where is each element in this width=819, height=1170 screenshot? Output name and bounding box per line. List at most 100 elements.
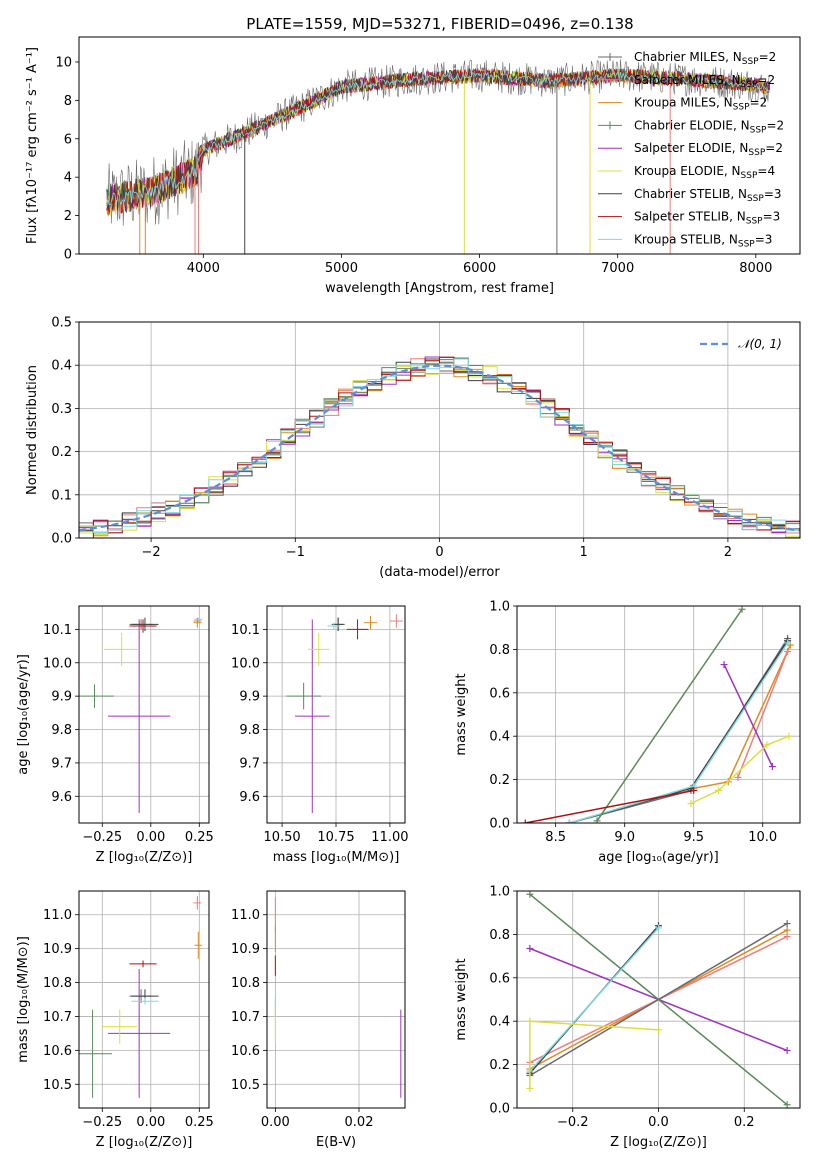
spectrum-legend: Chabrier MILES, NSSP=2 Salpeter MILES, NS… [598, 50, 784, 249]
mass-vs-ebv-ytick-label: 10.6 [231, 1044, 260, 1059]
errorbar-salpeter-miles [389, 614, 403, 628]
age-vs-mass-xtick-label: 11.00 [371, 830, 408, 845]
weight-line-kroupa-elodie [690, 735, 790, 805]
massweight-vs-age-panel: 8.5 9.0 9.5 10.0 0.0 0.2 0.4 0.6 0.8 1.0 age [log₁… [454, 600, 801, 865]
mass-vs-Z-panel: −0.25 0.00 0.25 10.5 10.6 10.7 10.8 10.9 11.0 Z [… [16, 890, 214, 1150]
residual-hist-ytick-label: 0.4 [51, 359, 72, 374]
legend-subscript: SSP [738, 239, 755, 249]
mass-vs-Z-ytick-label: 10.9 [43, 942, 72, 957]
legend-count: =3 [763, 210, 781, 224]
weight-line-kroupa-stelib [529, 927, 660, 1072]
legend-count: =2 [750, 96, 768, 110]
legend-count: =2 [765, 141, 783, 155]
age-vs-mass-ytick-label: 9.8 [239, 723, 260, 738]
massweight-vs-age-ytick-label: 0.0 [489, 817, 510, 832]
gaussian-legend-label: 𝒩(0, 1) [738, 337, 782, 351]
weight-line-chabrier-elodie [529, 893, 788, 1106]
massweight-vs-Z-panel: −0.2 0.0 0.2 0.0 0.2 0.4 0.6 0.8 1.0 Z [log₁₀(Z/Z… [454, 885, 801, 1150]
age-vs-mass-xlabel: mass [log₁₀(M/M⊙)] [273, 850, 400, 865]
mass-vs-Z-plot-area [79, 891, 209, 1108]
legend-count: =2 [757, 73, 775, 87]
spectrum-panel: 4000 5000 6000 7000 8000 0 2 4 6 8 10 wavelength [A… [25, 36, 801, 296]
residual-hist-xtick-label: −1 [286, 545, 305, 560]
mass-vs-Z-frame [78, 890, 210, 1109]
residual-hist-ytick-label: 0.2 [51, 445, 72, 460]
massweight-vs-Z-ylabel: mass weight [454, 958, 469, 1040]
massweight-vs-Z-xlabel: Z [log₁₀(Z/Z⊙)] [610, 1135, 707, 1150]
mass-vs-ebv-frame [266, 890, 406, 1109]
legend-subscript: SSP [741, 80, 758, 90]
residual-hist-xlabel: (data-model)/error [379, 565, 500, 580]
legend-subscript: SSP [741, 171, 758, 181]
weight-line-salpeter-elodie [723, 664, 774, 767]
gaussian-curve [79, 364, 800, 532]
errorbar-salpeter-stelib [129, 619, 157, 633]
massweight-vs-age-xtick-label: 10.0 [748, 830, 777, 845]
errorbar-chabrier-elodie [286, 682, 321, 710]
age-vs-mass-ytick-label: 10.0 [231, 656, 260, 671]
figure-title: PLATE=1559, MJD=53271, FIBERID=0496, z=0… [246, 15, 633, 33]
spectrum-xtick-label: 4000 [187, 261, 220, 276]
legend-count: =4 [757, 164, 775, 178]
mass-vs-ebv-xlabel: E(B-V) [316, 1135, 356, 1150]
weight-line-chabrier-stelib [569, 640, 789, 823]
mass-vs-ebv-ytick-label: 10.9 [231, 942, 260, 957]
legend-label: Kroupa STELIB, NSSP=3 [634, 232, 772, 249]
massweight-vs-Z-xtick-label: −0.2 [557, 1115, 589, 1130]
massweight-vs-Z-ytick-label: 0.6 [489, 971, 510, 986]
legend-count: =2 [759, 50, 777, 64]
spectrum-ylabel: Flux [fλ10⁻¹⁷ erg cm⁻² s⁻¹ A⁻¹] [25, 47, 40, 244]
legend-subscript: SSP [748, 148, 765, 158]
legend-subscript: SSP [746, 217, 763, 227]
spectrum-ytick-label: 0 [64, 248, 72, 263]
legend-count: =2 [766, 118, 784, 132]
mass-vs-Z-ytick-label: 11.0 [43, 908, 72, 923]
age-vs-Z-panel: −0.25 0.00 0.25 9.6 9.7 9.8 9.9 10.0 10.1 Z [log₁… [16, 605, 214, 865]
age-vs-mass-xtick-label: 10.50 [263, 830, 300, 845]
weight-line-salpeter-stelib [525, 789, 694, 823]
massweight-vs-Z-ytick-label: 1.0 [489, 885, 510, 900]
spectrum-ytick-label: 8 [64, 94, 72, 109]
legend-subscript: SSP [742, 57, 759, 67]
massweight-vs-Z-plot-area [517, 891, 800, 1108]
residual-hist-ytick-label: 0.1 [51, 488, 72, 503]
legend-count: =3 [755, 232, 773, 246]
mass-vs-ebv-xtick-label: 0.00 [261, 1115, 290, 1130]
mass-vs-Z-ylabel: mass [log₁₀(M/M⊙)] [16, 936, 31, 1063]
spectrum-xtick-label: 6000 [463, 261, 496, 276]
spectrum-plot-area [106, 59, 770, 254]
legend-label: Chabrier ELODIE, NSSP=2 [634, 118, 784, 135]
legend-subscript: SSP [733, 103, 750, 113]
spectrum-ytick-label: 2 [64, 209, 72, 224]
legend-label: Kroupa ELODIE, NSSP=4 [634, 164, 775, 181]
age-vs-mass-ytick-label: 9.9 [239, 690, 260, 705]
mass-vs-ebv-panel: 0.00 0.02 10.5 10.6 10.7 10.8 10.9 11.0 E(B-V) [231, 890, 406, 1150]
errorbar-chabrier-elodie [79, 1009, 112, 1098]
legend-label: Salpeter MILES, NSSP=2 [634, 73, 775, 90]
age-vs-Z-ytick-label: 9.9 [51, 690, 72, 705]
mass-vs-ebv-ytick-label: 10.5 [231, 1078, 260, 1093]
errorbar-kroupa-miles [364, 616, 377, 630]
massweight-vs-Z-ytick-label: 0.2 [489, 1058, 510, 1073]
errorbar-kroupa-stelib [194, 617, 203, 622]
massweight-vs-age-xtick-label: 9.5 [683, 830, 704, 845]
weight-line-chabrier-elodie [596, 608, 743, 822]
legend-label: Chabrier STELIB, NSSP=3 [634, 187, 782, 204]
errorbar-salpeter-miles [193, 896, 202, 910]
residual-hist-ylabel: Normed distribution [25, 365, 40, 495]
age-vs-Z-ytick-label: 9.6 [51, 790, 72, 805]
mass-vs-ebv-ytick-label: 11.0 [231, 908, 260, 923]
massweight-vs-age-xtick-label: 8.5 [545, 830, 566, 845]
spectrum-xtick-label: 8000 [739, 261, 772, 276]
mass-vs-ebv-ytick-label: 10.8 [231, 976, 260, 991]
age-vs-mass-plot-area [267, 606, 405, 823]
errorbar-chabrier-stelib [131, 617, 159, 632]
spectrum-frame [78, 36, 801, 255]
age-vs-mass-panel: 10.50 10.75 11.00 9.6 9.7 9.8 9.9 10.0 10.1 mass … [231, 605, 409, 865]
residual-hist-plot-area [79, 322, 800, 538]
age-vs-Z-xtick-label: −0.25 [82, 830, 122, 845]
massweight-vs-age-ytick-label: 0.8 [489, 643, 510, 658]
errorbar-kroupa-elodie [104, 632, 140, 667]
legend-subscript: SSP [747, 194, 764, 204]
